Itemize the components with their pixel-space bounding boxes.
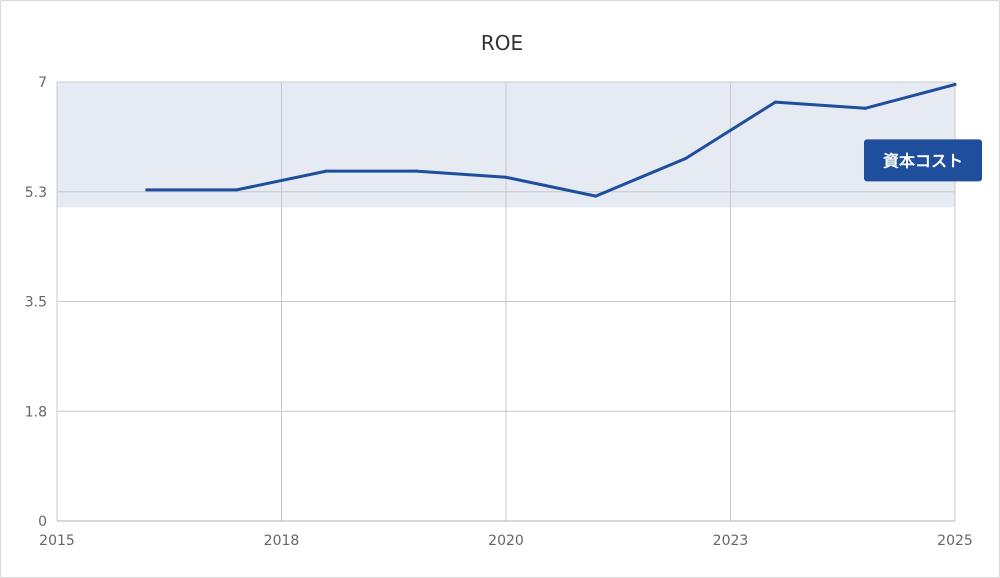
roe-data-point bbox=[953, 83, 957, 87]
roe-data-point bbox=[235, 188, 239, 192]
roe-series-line bbox=[145, 83, 957, 198]
roe-data-point bbox=[773, 100, 777, 104]
roe-data-point bbox=[324, 169, 328, 173]
roe-data-point bbox=[594, 194, 598, 198]
y-tick-label: 1.8 bbox=[25, 404, 47, 420]
roe-data-point bbox=[145, 188, 149, 192]
capital-cost-label: 資本コスト bbox=[883, 151, 963, 170]
roe-data-point bbox=[504, 175, 508, 179]
y-tick-label: 0 bbox=[38, 514, 47, 530]
roe-data-point bbox=[863, 106, 867, 110]
x-tick-label: 2015 bbox=[39, 533, 75, 549]
series-layer bbox=[145, 83, 957, 198]
capital-cost-badge bbox=[864, 139, 982, 182]
roe-data-point bbox=[414, 169, 418, 173]
x-tick-label: 2023 bbox=[713, 533, 749, 549]
x-tick-label: 2018 bbox=[264, 533, 300, 549]
chart-title: ROE bbox=[481, 31, 523, 55]
y-tick-label: 7 bbox=[38, 75, 47, 91]
y-tick-label: 3.5 bbox=[25, 295, 47, 311]
axis-layer: 0 1.8 3.5 5.3 7 2015 2018 2020 2023 2025 bbox=[25, 75, 973, 549]
band-label-layer: 資本コスト bbox=[864, 139, 982, 182]
x-tick-label: 2025 bbox=[937, 533, 973, 549]
x-tick-label: 2020 bbox=[488, 533, 524, 549]
y-tick-label: 5.3 bbox=[25, 185, 47, 201]
roe-data-point bbox=[684, 157, 688, 161]
